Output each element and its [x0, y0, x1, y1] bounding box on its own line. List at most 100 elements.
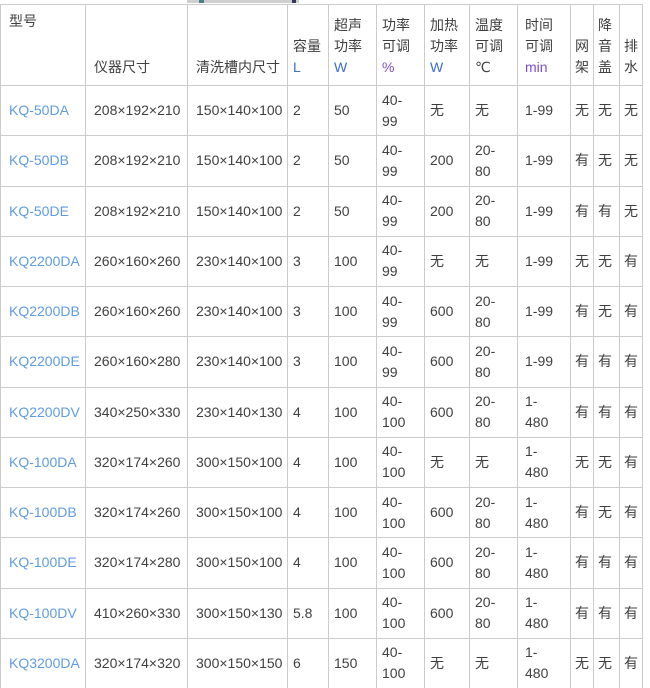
spec-cell: 1-480 — [517, 587, 571, 639]
spec-value: 208×192×210 — [94, 152, 181, 169]
table-row: KQ-100DV 410×260×330 300×150×130 5.8 100 40-1… — [0, 587, 643, 639]
spec-cell: 无 — [570, 436, 594, 489]
spec-cell: 40-100 — [376, 486, 425, 539]
spec-value: 有 — [624, 303, 638, 320]
spec-value: 6 — [293, 654, 301, 671]
spec-value: 有 — [575, 152, 589, 169]
table-row: KQ-100DA 320×174×260 300×150×100 4 100 40-100… — [0, 436, 643, 489]
model-cell: KQ2200DB — [0, 285, 86, 338]
spec-value: 无 — [598, 102, 612, 119]
spec-value: 无 — [430, 453, 444, 470]
spec-value: 600 — [430, 403, 454, 420]
model-cell: KQ-50DB — [0, 135, 86, 187]
model-link[interactable]: KQ-100DA — [9, 453, 77, 470]
spec-cell: 300×150×100 — [187, 436, 288, 489]
model-link[interactable]: KQ-100DB — [9, 504, 77, 521]
spec-value: 40-99 — [382, 91, 403, 129]
model-link[interactable]: KQ-50DA — [9, 102, 69, 119]
spec-cell: 300×150×150 — [187, 637, 288, 688]
model-cell: KQ-50DA — [0, 84, 86, 137]
spec-value: 有 — [575, 403, 589, 420]
spec-cell: 1-99 — [517, 285, 571, 338]
model-link[interactable]: KQ-50DE — [9, 202, 69, 219]
spec-value: 40-100 — [382, 594, 406, 632]
spec-value: 4 — [293, 554, 301, 571]
spec-value: 3 — [293, 252, 301, 269]
spec-value: 600 — [430, 504, 454, 521]
spec-cell: 1-99 — [517, 185, 571, 237]
spec-cell: 2 — [287, 185, 329, 237]
table-row: KQ-50DB 208×192×210 150×140×100 2 50 40-99 200… — [0, 135, 643, 187]
spec-value: 无 — [575, 102, 589, 119]
spec-value: 1-99 — [525, 353, 554, 370]
spec-cell: 有 — [570, 486, 594, 539]
spec-cell: 无 — [619, 185, 643, 237]
spec-cell: 有 — [619, 436, 643, 489]
col-header-capacity: 容量 L — [287, 4, 329, 86]
col-header-time-adjustable: 时间可调 min — [517, 4, 571, 86]
col-header-instrument-size: 仪器尺寸 — [85, 4, 188, 86]
model-cell: KQ-100DE — [0, 537, 86, 589]
spec-table-container: 型号 仪器尺寸 清洗槽内尺寸 容量 L 超声功率 W 功率可调 % 加热功率 W 温度可调 ℃… — [0, 4, 643, 688]
col-header-unit: ℃ — [475, 59, 491, 75]
spec-value: 320×174×260 — [94, 504, 181, 521]
spec-value: 2 — [293, 202, 301, 219]
spec-value: 320×174×260 — [94, 453, 181, 470]
spec-cell: 有 — [619, 336, 643, 388]
spec-cell: 100 — [328, 436, 377, 489]
spec-value: 无 — [475, 252, 489, 269]
spec-value: 3 — [293, 303, 301, 320]
spec-cell: 208×192×210 — [85, 135, 188, 187]
spec-value: 4 — [293, 453, 301, 470]
spec-cell: 无 — [593, 436, 620, 489]
model-link[interactable]: KQ-100DV — [9, 604, 77, 621]
spec-value: 20-80 — [475, 393, 496, 431]
spec-cell: 20-80 — [469, 185, 518, 237]
model-link[interactable]: KQ3200DA — [9, 654, 80, 671]
spec-cell: 230×140×100 — [187, 285, 288, 338]
spec-cell: 无 — [469, 436, 518, 489]
spec-cell: 100 — [328, 486, 377, 539]
spec-value: 40-99 — [382, 292, 403, 330]
spec-value: 20-80 — [475, 594, 496, 632]
spec-cell: 320×174×260 — [85, 436, 188, 489]
spec-value: 无 — [624, 202, 638, 219]
model-link[interactable]: KQ-50DB — [9, 152, 69, 169]
table-row: KQ3200DA 320×174×320 300×150×150 6 150 40-100… — [0, 637, 643, 688]
model-link[interactable]: KQ-100DE — [9, 554, 77, 571]
spec-cell: 40-99 — [376, 285, 425, 338]
spec-value: 有 — [598, 202, 612, 219]
spec-cell: 无 — [619, 84, 643, 137]
spec-cell: 600 — [424, 587, 470, 639]
model-link[interactable]: KQ2200DE — [9, 353, 80, 370]
col-header-unit: W — [430, 59, 444, 75]
spec-value: 1-99 — [525, 102, 554, 119]
spec-value: 150×140×100 — [196, 202, 283, 219]
spec-value: 208×192×210 — [94, 102, 181, 119]
spec-value: 无 — [598, 654, 612, 671]
spec-value: 410×260×330 — [94, 604, 181, 621]
spec-value: 200 — [430, 152, 454, 169]
col-header-label: 加热功率 — [430, 17, 458, 54]
spec-value: 4 — [293, 403, 301, 420]
spec-value: 有 — [624, 403, 638, 420]
col-header-label: 容量 — [293, 38, 321, 54]
spec-cell: 20-80 — [469, 587, 518, 639]
spec-cell: 230×140×100 — [187, 336, 288, 388]
spec-value: 300×150×100 — [196, 504, 283, 521]
spec-cell: 有 — [593, 386, 620, 438]
spec-cell: 4 — [287, 386, 329, 438]
spec-cell: 1-480 — [517, 436, 571, 489]
col-header-unit: W — [334, 59, 348, 75]
model-link[interactable]: KQ2200DA — [9, 252, 80, 269]
col-header-tank-size: 清洗槽内尺寸 — [187, 4, 288, 86]
model-cell: KQ2200DE — [0, 336, 86, 388]
spec-value: 有 — [624, 654, 638, 671]
col-header-label: 温度可调 — [475, 17, 503, 54]
model-link[interactable]: KQ2200DB — [9, 303, 80, 320]
spec-cell: 230×140×130 — [187, 386, 288, 438]
spec-value: 无 — [598, 303, 612, 320]
model-link[interactable]: KQ2200DV — [9, 403, 80, 420]
col-header-label: 仪器尺寸 — [94, 59, 150, 75]
spec-value: 4 — [293, 504, 301, 521]
